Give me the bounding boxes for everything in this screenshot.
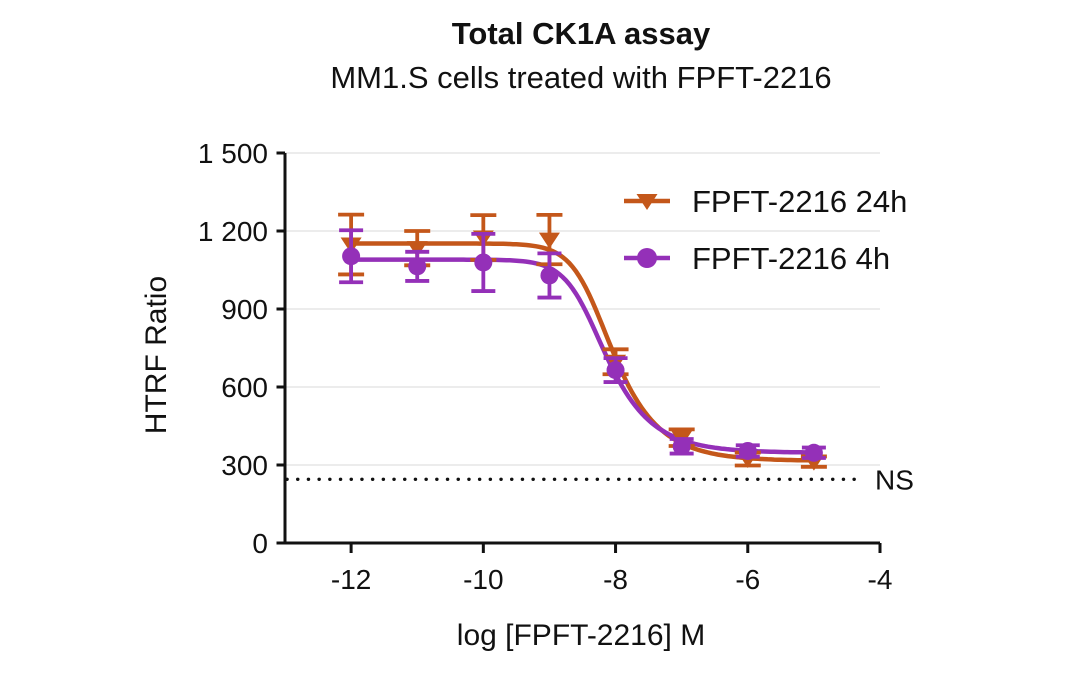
chart-title: Total CK1A assay bbox=[451, 16, 711, 51]
marker-circle bbox=[606, 361, 625, 380]
series-4h bbox=[339, 228, 826, 462]
x-tick-label: -4 bbox=[868, 564, 893, 595]
y-tick-label: 600 bbox=[221, 372, 268, 403]
x-tick-label: -6 bbox=[735, 564, 760, 595]
fit-curve-4h bbox=[348, 257, 817, 455]
y-tick-label: 1 200 bbox=[198, 216, 268, 247]
y-tick-label: 0 bbox=[252, 528, 268, 559]
x-axis-title: log [FPFT-2216] M bbox=[457, 619, 705, 652]
marker-circle bbox=[540, 266, 559, 285]
marker-circle bbox=[738, 441, 757, 460]
chart-subtitle: MM1.S cells treated with FPFT-2216 bbox=[330, 60, 832, 95]
legend: FPFT-2216 24h FPFT-2216 4h bbox=[624, 184, 907, 276]
x-tick-label: -10 bbox=[463, 564, 503, 595]
y-axis-title: HTRF Ratio bbox=[140, 276, 173, 434]
fit-curve-24h bbox=[348, 241, 817, 463]
marker-circle bbox=[672, 437, 691, 456]
ns-label: NS bbox=[875, 464, 914, 495]
y-tick-label: 900 bbox=[221, 294, 268, 325]
x-tick-label: -8 bbox=[603, 564, 628, 595]
y-tick-label: 1 500 bbox=[198, 138, 268, 169]
marker-circle bbox=[474, 253, 493, 272]
marker-circle bbox=[342, 247, 361, 266]
marker-circle bbox=[804, 443, 823, 462]
marker-circle bbox=[408, 257, 427, 276]
x-tick-label: -12 bbox=[331, 564, 371, 595]
legend-triangle-down-icon bbox=[636, 194, 658, 210]
legend-circle-icon bbox=[637, 248, 657, 268]
y-tick-label: 300 bbox=[221, 450, 268, 481]
marker-triangle-down bbox=[538, 232, 560, 249]
legend-label-24h: FPFT-2216 24h bbox=[692, 184, 907, 219]
legend-label-4h: FPFT-2216 4h bbox=[692, 241, 890, 276]
marker-triangle-down bbox=[406, 241, 428, 258]
